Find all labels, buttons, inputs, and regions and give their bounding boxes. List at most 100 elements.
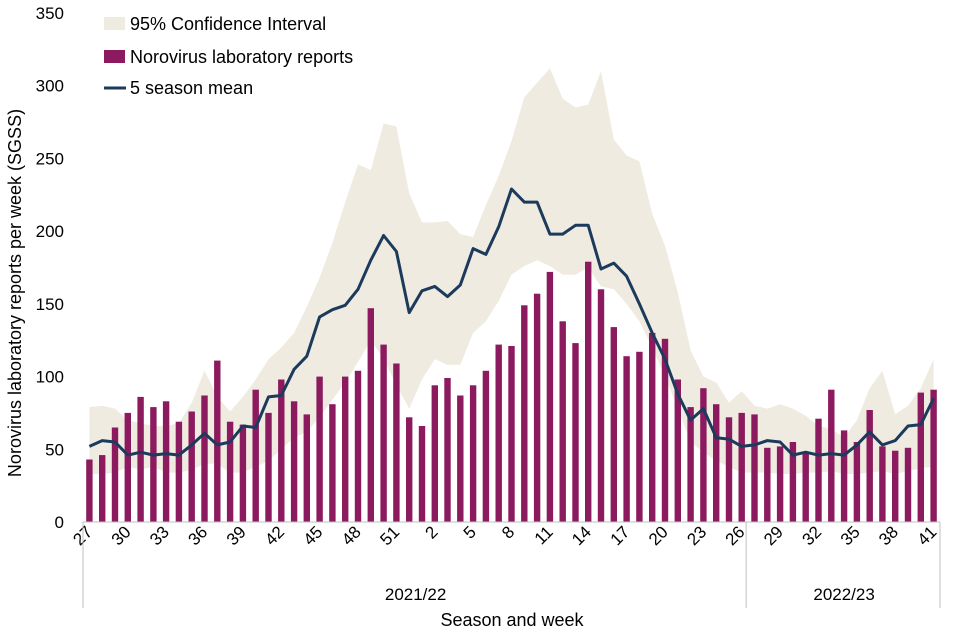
bar-week-33-6	[162, 401, 170, 522]
bar-week-40-13	[252, 389, 259, 522]
x-tick-label-42: 42	[261, 522, 288, 549]
bar-week-42-15	[278, 379, 285, 522]
bar-week-37-62	[879, 446, 886, 522]
bar-week-45-18	[316, 376, 323, 522]
bar-week-18-43	[636, 351, 643, 522]
legend-swatch-ci	[104, 17, 125, 30]
x-tick-label-29: 29	[760, 522, 787, 549]
x-tick-label-17: 17	[607, 522, 634, 549]
bar-week-29-54	[776, 446, 784, 522]
bar-week-41-66	[930, 389, 937, 522]
bar-week-3-28	[444, 378, 451, 522]
x-tick-label-8: 8	[498, 522, 518, 542]
bar-week-28-53	[764, 447, 771, 522]
confidence-interval-band	[89, 68, 934, 475]
bar-week-36-9	[201, 395, 208, 522]
bar-week-39-64	[904, 447, 912, 522]
bar-week-20-45	[661, 338, 669, 522]
bar-week-6-31	[482, 370, 490, 522]
bar-week-13-38	[572, 343, 579, 522]
bar-week-51-24	[393, 363, 400, 522]
bar-week-44-17	[303, 414, 310, 522]
y-axis-title: Norovirus laboratory reports per week (S…	[5, 109, 25, 477]
bar-week-50-23	[380, 344, 387, 522]
bar-week-15-40	[597, 289, 605, 522]
bar-week-28-1	[99, 455, 106, 522]
bar-week-35-8	[188, 411, 195, 522]
bar-week-30-3	[124, 412, 131, 522]
bar-week-1-26	[418, 426, 426, 522]
bar-week-9-34	[521, 305, 528, 522]
bar-week-33-58	[828, 389, 835, 522]
x-tick-label-30: 30	[108, 522, 135, 549]
bar-week-27-0	[86, 459, 93, 522]
x-tick-label-26: 26	[722, 522, 749, 549]
bar-week-36-61	[866, 410, 873, 522]
legend-swatch-reports	[104, 50, 125, 63]
confidence-band-layer	[89, 68, 934, 475]
x-tick-label-45: 45	[300, 522, 327, 549]
bar-week-26-51	[738, 412, 745, 522]
bar-week-47-20	[342, 376, 349, 522]
bar-week-25-50	[725, 417, 733, 522]
bar-week-29-2	[111, 427, 119, 522]
y-tick-label-350: 350	[36, 4, 64, 23]
x-tick-label-35: 35	[837, 522, 864, 549]
bar-week-23-48	[700, 388, 707, 522]
bar-week-32-57	[815, 418, 822, 522]
bar-week-39-12	[239, 424, 247, 522]
x-tick-label-38: 38	[875, 522, 902, 549]
bar-week-48-21	[354, 370, 362, 522]
bar-week-17-42	[623, 356, 630, 522]
legend-label-ci: 95% Confidence Interval	[130, 14, 326, 34]
bar-week-35-60	[853, 442, 861, 522]
y-tick-label-50: 50	[45, 440, 64, 459]
y-tick-label-200: 200	[36, 222, 64, 241]
bar-week-30-55	[789, 442, 797, 522]
y-tick-label-250: 250	[36, 149, 64, 168]
bars-layer	[86, 261, 937, 522]
bar-week-46-19	[329, 404, 336, 522]
y-tick-label-0: 0	[55, 513, 64, 532]
x-tick-label-2: 2	[421, 522, 441, 542]
bar-week-7-32	[495, 344, 502, 522]
x-tick-label-23: 23	[683, 522, 710, 549]
bar-week-40-65	[917, 392, 924, 522]
bar-week-11-36	[546, 271, 554, 522]
bar-week-24-49	[713, 404, 720, 522]
bar-week-34-7	[175, 421, 183, 522]
bar-week-32-5	[150, 407, 157, 522]
bar-week-2-27	[431, 385, 438, 522]
bar-week-41-14	[265, 412, 272, 522]
x-tick-label-14: 14	[568, 522, 595, 549]
bar-week-4-29	[457, 395, 464, 522]
x-tick-label-20: 20	[645, 522, 672, 549]
bar-week-38-11	[226, 421, 234, 522]
bar-week-21-46	[674, 379, 681, 522]
x-tick-label-51: 51	[376, 522, 403, 549]
x-tick-label-5: 5	[460, 522, 480, 542]
bar-week-19-44	[649, 332, 656, 522]
bar-week-52-25	[406, 417, 413, 522]
y-tick-label-150: 150	[36, 295, 64, 314]
bar-week-8-33	[508, 346, 515, 522]
bar-week-43-16	[290, 401, 298, 522]
bar-week-31-56	[802, 452, 809, 522]
mean-line-layer	[88, 187, 935, 457]
y-tick-label-300: 300	[36, 77, 64, 96]
bar-week-34-59	[840, 430, 848, 522]
bar-week-27-52	[751, 414, 758, 522]
bar-week-16-41	[610, 327, 617, 522]
bar-week-22-47	[687, 407, 694, 522]
x-tick-label-11: 11	[531, 522, 557, 548]
bar-week-5-30	[469, 385, 477, 522]
x-axis-title: Season and week	[440, 610, 584, 630]
x-tick-label-48: 48	[338, 522, 365, 549]
x-tick-label-39: 39	[223, 522, 250, 549]
season-label-0: 2021/22	[385, 585, 446, 604]
x-tick-label-36: 36	[185, 522, 212, 549]
bar-week-38-63	[892, 450, 899, 522]
bar-week-12-37	[559, 321, 566, 522]
five-season-mean-line	[88, 187, 935, 457]
